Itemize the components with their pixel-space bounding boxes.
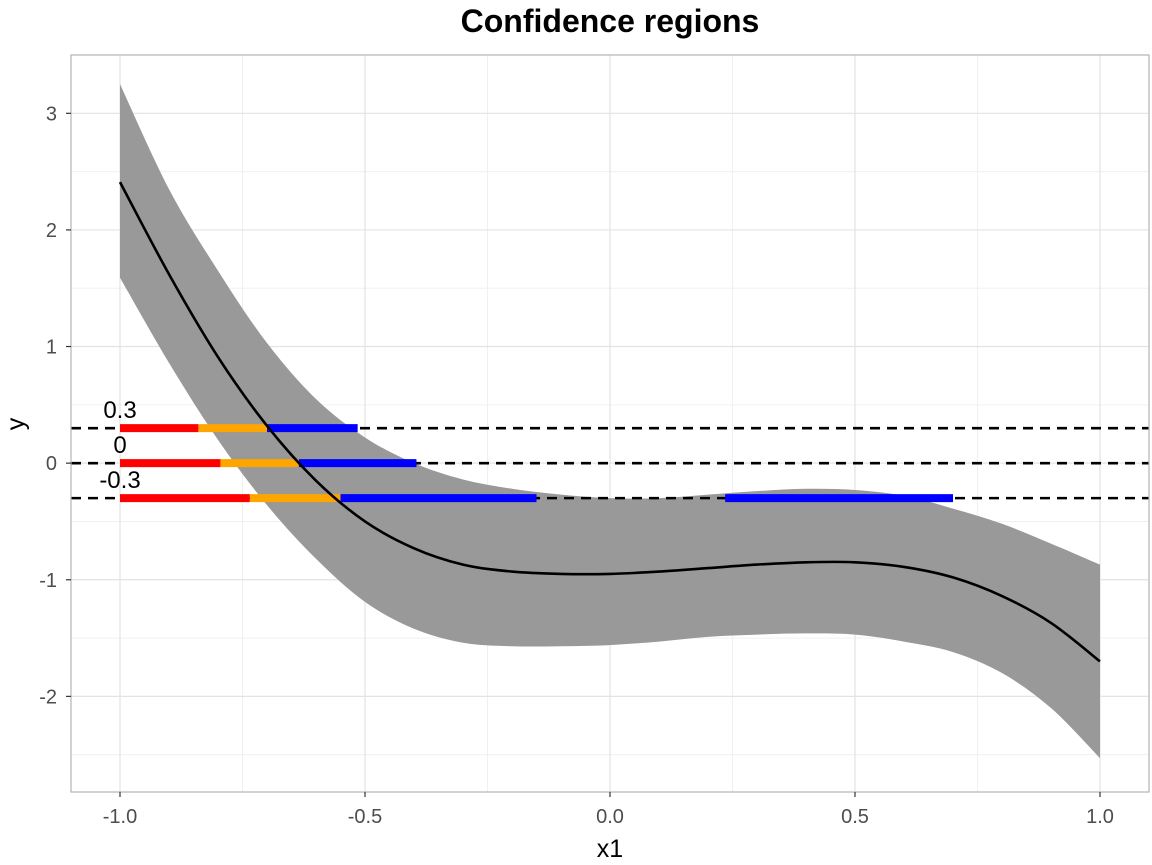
y-tick-label: 0 [46,453,57,475]
x-tick-label: 0.5 [841,806,869,828]
x-axis-title: x1 [597,835,623,863]
x-tick-label: -1.0 [103,806,137,828]
y-tick-label: -2 [39,686,57,708]
y-tick-label: 1 [46,337,57,359]
fit-line [118,181,1101,663]
x-tick-label: -0.5 [348,806,382,828]
confidence-band [120,84,1100,759]
x-tick-label: 0.0 [596,806,624,828]
y-axis-title: y [2,417,30,430]
y-tick-label: -1 [39,570,57,592]
reference-line-label: 0 [113,432,126,459]
chart-title: Confidence regions [461,3,760,39]
region-segments-layer [120,424,953,503]
reference-line-label: 0.3 [103,397,136,424]
fit-line-layer [118,181,1101,663]
y-tick-label: 3 [46,103,57,125]
confidence-band-layer [120,84,1100,759]
y-tick-label: 2 [46,220,57,242]
y-axis-ticks: -2 -1 0 1 2 3 [39,103,71,708]
reference-labels-layer: 0.3 0 -0.3 [99,397,140,494]
reference-line-label: -0.3 [99,467,140,494]
x-tick-label: 1.0 [1086,806,1114,828]
x-axis-ticks: -1.0 -0.5 0.0 0.5 1.0 [103,792,1114,828]
